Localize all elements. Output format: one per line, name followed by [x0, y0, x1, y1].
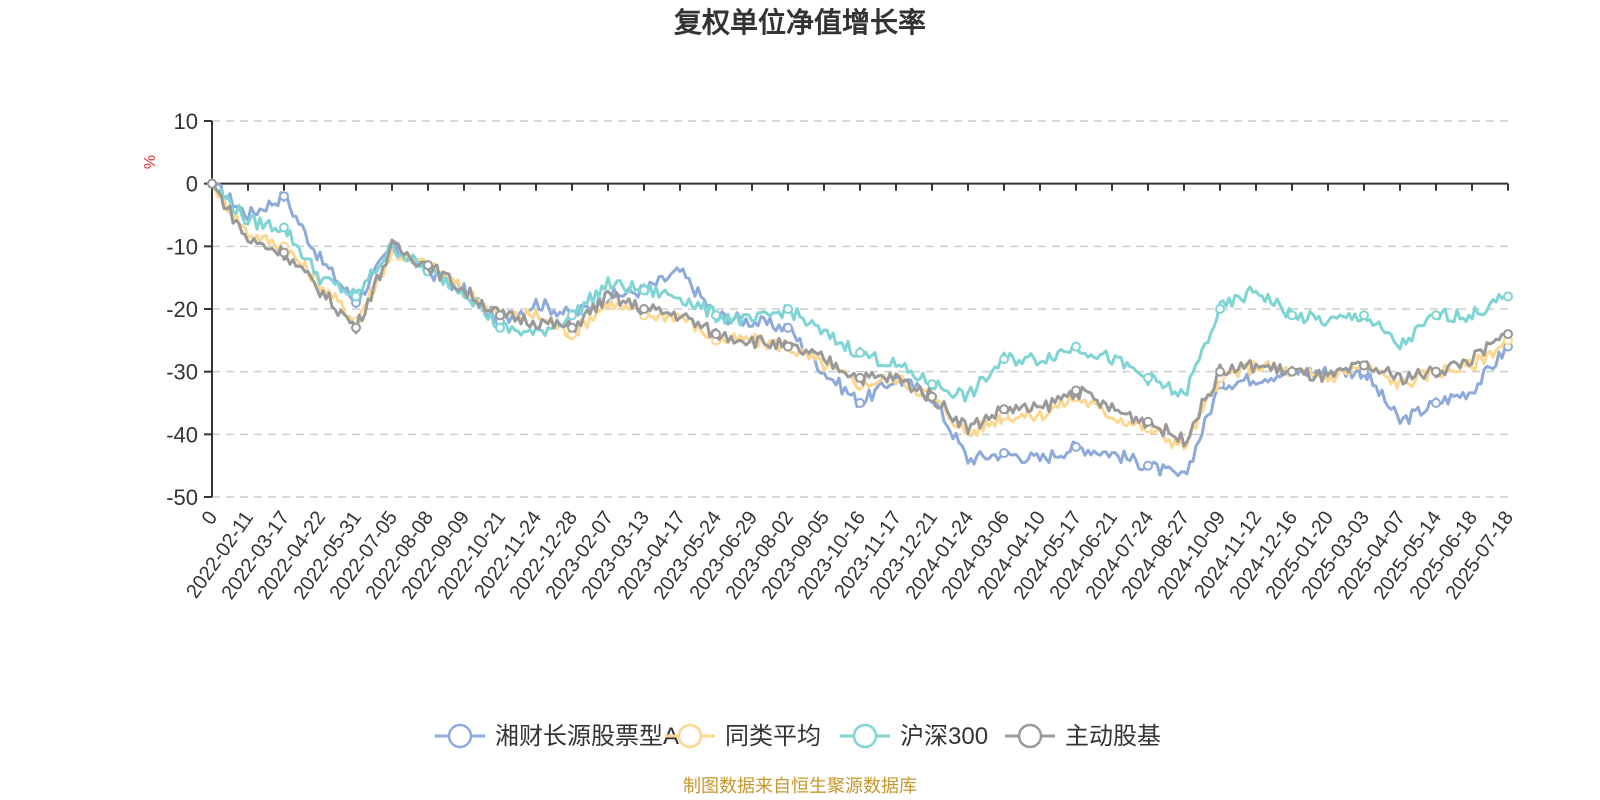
data-point	[783, 304, 793, 314]
legend-marker-icon	[447, 723, 473, 749]
data-point	[495, 310, 505, 321]
y-tick-label: -40	[166, 422, 198, 447]
data-point	[855, 372, 865, 383]
data-point	[783, 322, 793, 333]
data-point	[711, 310, 721, 321]
legend-item-3[interactable]: 主动股基	[1005, 723, 1161, 750]
y-tick-label: 10	[174, 109, 198, 134]
data-point	[927, 391, 937, 402]
series-lines	[207, 178, 1513, 478]
data-point	[423, 260, 433, 271]
series-line-0	[210, 182, 1510, 478]
data-point	[1287, 366, 1297, 377]
x-tick-label: 0	[198, 507, 222, 529]
y-axis-unit: %	[142, 155, 159, 169]
legend-label: 湘财长源股票型A	[495, 723, 679, 750]
x-tick-labels: 02022-02-112022-03-172022-04-222022-05-3…	[182, 507, 1518, 603]
legend-label: 主动股基	[1065, 723, 1161, 750]
data-point	[1503, 329, 1513, 340]
data-point	[1071, 341, 1081, 352]
source-note: 制图数据来自恒生聚源数据库	[683, 776, 917, 796]
data-point	[855, 347, 865, 358]
legend-item-2[interactable]: 沪深300	[840, 723, 988, 750]
data-point	[351, 322, 361, 333]
data-point	[279, 222, 289, 233]
data-point	[1143, 460, 1153, 471]
legend-item-1[interactable]: 同类平均	[665, 723, 821, 750]
y-tick-label: 0	[186, 172, 198, 197]
legend-marker-icon	[677, 723, 703, 749]
y-tick-label: -10	[166, 234, 198, 259]
data-point	[1143, 416, 1153, 427]
data-point	[1503, 291, 1513, 302]
data-point	[567, 310, 577, 321]
data-point	[783, 341, 793, 352]
data-point	[639, 285, 649, 296]
data-point	[999, 404, 1009, 415]
data-point	[1359, 360, 1369, 371]
data-point	[1359, 310, 1369, 321]
data-point	[1143, 372, 1153, 383]
grid-lines	[212, 120, 1508, 498]
y-tick-label: -20	[166, 297, 198, 322]
data-point	[1431, 310, 1441, 321]
legend-marker-icon	[1017, 723, 1043, 749]
data-point	[279, 191, 289, 202]
data-point	[279, 247, 289, 258]
data-point	[207, 178, 217, 189]
data-point	[999, 354, 1009, 365]
data-point	[351, 291, 361, 302]
data-point	[855, 398, 865, 408]
data-point	[1431, 398, 1441, 408]
data-point	[927, 379, 937, 390]
data-point	[639, 304, 649, 314]
data-point	[567, 322, 577, 333]
data-point	[1071, 385, 1081, 396]
data-point	[999, 448, 1009, 459]
data-point	[711, 329, 721, 340]
data-point	[495, 322, 505, 333]
data-point	[1287, 310, 1297, 321]
y-tick-label: -30	[166, 360, 198, 385]
legend-item-0[interactable]: 湘财长源股票型A	[435, 723, 679, 750]
y-tick-label: -50	[166, 485, 198, 510]
legend[interactable]: 湘财长源股票型A 同类平均 沪深300 主动股基	[435, 723, 1161, 750]
series-line-2	[210, 182, 1510, 403]
y-tick-labels: 10 0 -10 -20 -30 -40 -50	[166, 109, 198, 510]
legend-label: 沪深300	[900, 723, 988, 750]
data-point	[1215, 366, 1225, 377]
legend-marker-icon	[852, 723, 878, 749]
legend-label: 同类平均	[725, 723, 821, 750]
data-point	[1215, 304, 1225, 314]
data-point	[1071, 441, 1081, 452]
chart-title: 复权单位净值增长率	[674, 6, 926, 38]
data-point	[1431, 366, 1441, 377]
